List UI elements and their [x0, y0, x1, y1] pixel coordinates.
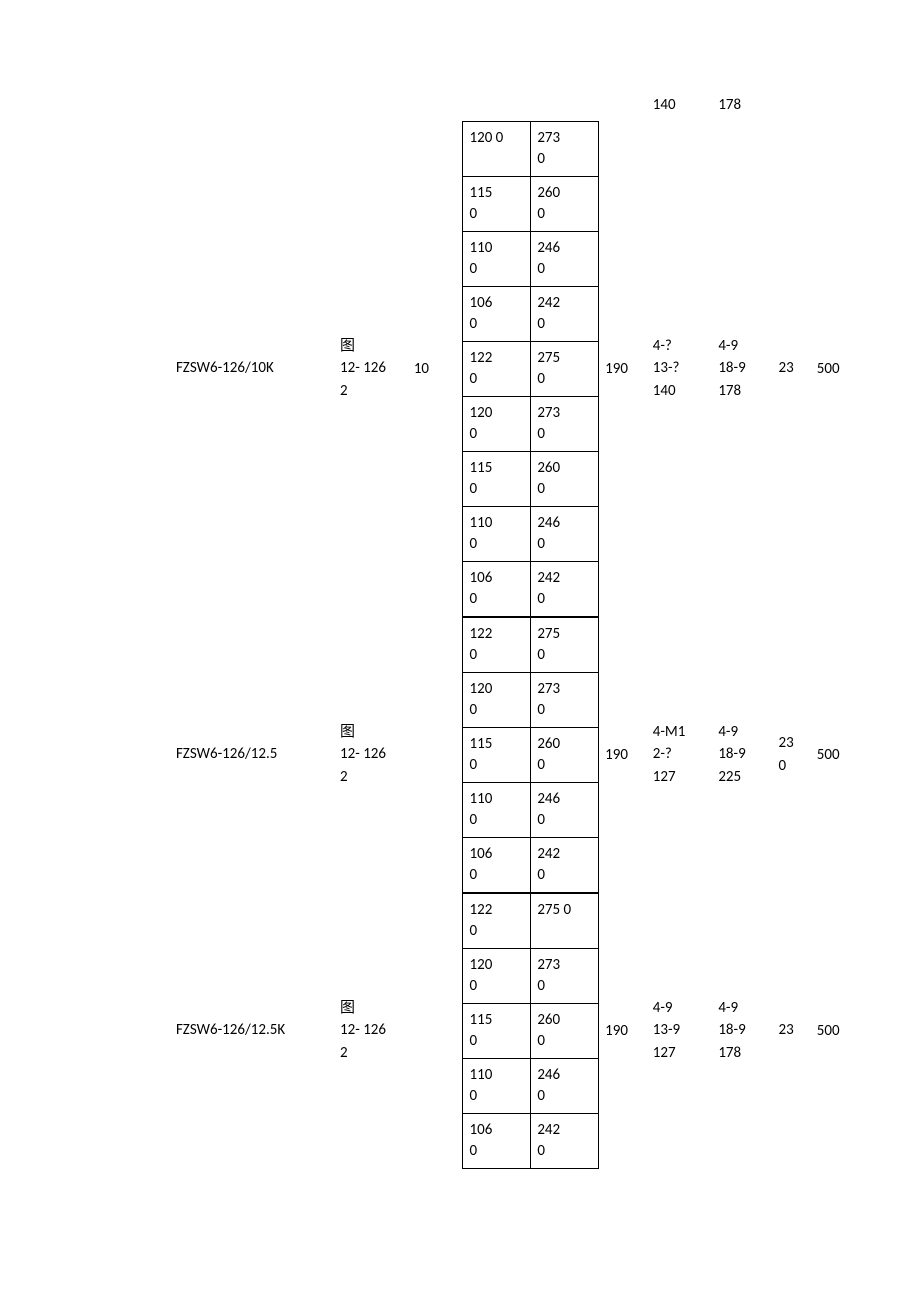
pair-b: 2460 [531, 782, 599, 837]
pair-a: 1100 [463, 506, 531, 561]
col-e: 190 [599, 893, 647, 1169]
figure-cell: 图12- 1262 [334, 617, 408, 893]
figure-cell: 图12- 1262 [334, 893, 408, 1169]
col-e: 190 [599, 121, 647, 617]
table-row: FZSW6-126/12.5图12- 126212202750120027301… [170, 617, 860, 893]
pairs-cell: 1220275 01200273011502600110024601060242… [462, 893, 599, 1169]
pair-b: 2460 [531, 506, 599, 561]
pair-b: 2600 [531, 451, 599, 506]
col-f: 4-M12-?127 [647, 617, 713, 893]
header-g: 178 [712, 90, 772, 121]
col-i: 500 [811, 121, 860, 617]
model-cell: FZSW6-126/12.5 [170, 617, 334, 893]
pair-b: 2730 [531, 948, 599, 1003]
pair-b: 2460 [531, 1058, 599, 1113]
pair-a: 1100 [463, 231, 531, 286]
num-cell: 10 [408, 121, 463, 617]
pair-table: 1220275 01200273011502600110024601060242… [462, 893, 599, 1169]
pair-a: 1150 [463, 451, 531, 506]
model-cell: FZSW6-126/10K [170, 121, 334, 617]
pair-a: 1100 [463, 1058, 531, 1113]
pair-a: 1220 [463, 893, 531, 948]
header-f: 140 [647, 90, 713, 121]
pair-a: 1100 [463, 782, 531, 837]
col-e: 190 [599, 617, 647, 893]
table-row: FZSW6-126/12.5K图12- 1262 1220275 01200273… [170, 893, 860, 1169]
num-cell [408, 893, 463, 1169]
pair-a: 1060 [463, 1113, 531, 1168]
spec-table: 140178FZSW6-126/10K图12- 126210120 027301… [170, 90, 860, 1169]
pair-a: 1220 [463, 341, 531, 396]
col-g: 4-918-9178 [712, 893, 772, 1169]
num-cell [408, 617, 463, 893]
pair-a: 1060 [463, 837, 531, 892]
pair-a: 1060 [463, 286, 531, 341]
table-row: FZSW6-126/10K图12- 126210120 027301150260… [170, 121, 860, 617]
col-h: 23 [772, 893, 810, 1169]
pair-table: 1220275012002730115026001100246010602420 [462, 617, 599, 893]
pair-b: 2750 [531, 617, 599, 672]
pair-b: 2420 [531, 561, 599, 616]
pair-a: 1200 [463, 948, 531, 1003]
pairs-cell: 120 027301150260011002460106024201220275… [462, 121, 599, 617]
pair-b: 2750 [531, 341, 599, 396]
figure-cell: 图12- 1262 [334, 121, 408, 617]
col-h: 230 [772, 617, 810, 893]
pair-b: 2730 [531, 396, 599, 451]
pair-b: 2600 [531, 1003, 599, 1058]
pair-b: 2730 [531, 121, 599, 176]
pair-a: 1200 [463, 396, 531, 451]
pair-a: 1220 [463, 617, 531, 672]
pair-b: 275 0 [531, 893, 599, 948]
pair-b: 2460 [531, 231, 599, 286]
pair-a: 1150 [463, 176, 531, 231]
pair-a: 1200 [463, 672, 531, 727]
pair-b: 2420 [531, 837, 599, 892]
col-h: 23 [772, 121, 810, 617]
pair-b: 2600 [531, 176, 599, 231]
col-i: 500 [811, 617, 860, 893]
pair-a: 1150 [463, 1003, 531, 1058]
pair-b: 2600 [531, 727, 599, 782]
col-f: 4-?13-?140 [647, 121, 713, 617]
pair-a: 1150 [463, 727, 531, 782]
col-i: 500 [811, 893, 860, 1169]
model-cell: FZSW6-126/12.5K [170, 893, 334, 1169]
col-g: 4-918-9178 [712, 121, 772, 617]
pairs-cell: 1220275012002730115026001100246010602420 [462, 617, 599, 893]
col-g: 4-918-9225 [712, 617, 772, 893]
pair-a: 120 0 [463, 121, 531, 176]
pair-b: 2730 [531, 672, 599, 727]
pair-b: 2420 [531, 286, 599, 341]
col-f: 4-913-9127 [647, 893, 713, 1169]
pair-a: 1060 [463, 561, 531, 616]
pair-b: 2420 [531, 1113, 599, 1168]
pair-table: 120 027301150260011002460106024201220275… [462, 121, 599, 617]
